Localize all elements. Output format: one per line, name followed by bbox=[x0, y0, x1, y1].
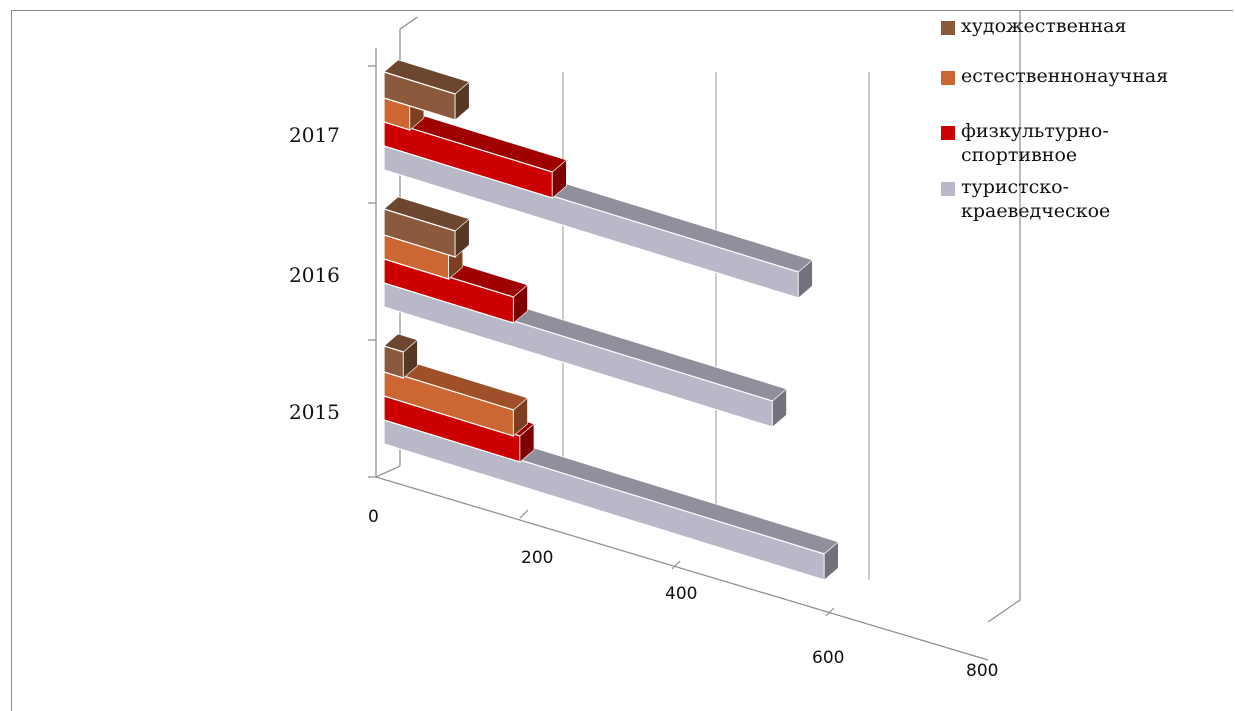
value-tick-label-0: 0 bbox=[368, 507, 379, 527]
back-wall-top-edge bbox=[399, 16, 418, 30]
legend-swatch-sport bbox=[941, 126, 955, 140]
category-label-2017: 2017 bbox=[289, 123, 340, 147]
value-tick-label-400: 400 bbox=[665, 584, 697, 604]
legend-item-sport: физкультурно- спортивное bbox=[941, 119, 1231, 175]
bar-естественнонаучная-2015 bbox=[383, 357, 529, 437]
value-tick-mark-2 bbox=[825, 607, 835, 617]
legend-swatch-artistic bbox=[941, 21, 955, 35]
value-tick-label-200: 200 bbox=[521, 548, 553, 568]
bar-художественная-2016 bbox=[383, 196, 470, 258]
bar-художественная-2017 bbox=[383, 59, 470, 121]
category-label-2015: 2015 bbox=[289, 400, 340, 424]
legend-label-sport: физкультурно- bbox=[961, 120, 1109, 142]
value-tick-mark-1 bbox=[671, 560, 681, 570]
legend-swatch-tourism bbox=[941, 182, 955, 196]
legend-swatch-science bbox=[941, 71, 955, 85]
legend-label-tourism: туристско- bbox=[961, 176, 1070, 198]
floor-depth-edge bbox=[375, 465, 401, 478]
value-tick-label-600: 600 bbox=[812, 648, 844, 668]
value-axis-line bbox=[375, 476, 989, 661]
value-tick-mark-0 bbox=[519, 509, 529, 519]
legend-item-tourism: туристско- краеведческое bbox=[941, 175, 1231, 223]
chart-legend: художественная естественнонаучная физкул… bbox=[941, 14, 1231, 223]
legend-label-sport-cont: спортивное bbox=[961, 144, 1078, 166]
bar-физкультурно-спортивное-2017 bbox=[383, 107, 567, 199]
legend-item-artistic: художественная bbox=[941, 14, 1231, 64]
bar-художественная-2015 bbox=[383, 333, 419, 379]
legend-label-artistic: художественная bbox=[961, 15, 1127, 37]
chart-frame bbox=[11, 10, 1233, 711]
legend-label-science: естественнонаучная bbox=[961, 65, 1169, 87]
legend-item-science: естественнонаучная bbox=[941, 64, 1231, 119]
category-label-2016: 2016 bbox=[289, 263, 340, 287]
value-tick-label-800: 800 bbox=[966, 661, 998, 681]
side-wall-floor-edge bbox=[987, 599, 1021, 623]
legend-label-tourism-cont: краеведческое bbox=[961, 200, 1111, 222]
